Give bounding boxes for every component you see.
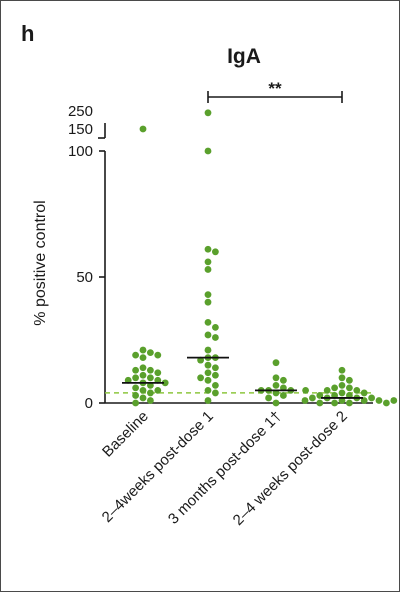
data-point	[204, 258, 212, 266]
significance-group: **	[207, 79, 343, 103]
data-point	[272, 399, 280, 407]
x-tick-label: Baseline	[99, 408, 152, 461]
data-point	[132, 399, 140, 407]
data-point	[204, 397, 212, 404]
data-point	[204, 266, 212, 273]
data-point	[139, 394, 147, 402]
data-point	[212, 364, 219, 372]
data-point	[204, 369, 212, 377]
data-point	[212, 324, 219, 331]
data-point	[154, 369, 162, 377]
data-point	[212, 248, 219, 256]
data-point	[147, 397, 154, 404]
data-point	[132, 366, 140, 374]
data-point	[346, 384, 353, 392]
data-point	[368, 394, 375, 402]
data-point	[161, 379, 169, 387]
data-point	[147, 366, 154, 374]
data-point	[139, 125, 147, 133]
data-point	[147, 349, 154, 356]
data-point	[204, 109, 212, 117]
data-point	[323, 387, 331, 394]
data-point	[147, 374, 154, 382]
data-point	[204, 331, 212, 339]
data-point	[272, 359, 280, 367]
data-point	[302, 387, 309, 394]
data-point	[204, 376, 212, 384]
data-point	[353, 387, 361, 394]
data-point	[204, 245, 212, 253]
data-point	[316, 399, 324, 407]
medians-group	[122, 356, 363, 399]
data-point	[272, 381, 280, 389]
data-point	[147, 389, 154, 397]
data-point	[212, 334, 219, 341]
data-point	[204, 346, 212, 354]
data-point	[212, 371, 219, 379]
data-point	[132, 392, 140, 399]
data-point	[132, 351, 140, 359]
data-point	[204, 291, 212, 299]
data-point	[309, 394, 316, 402]
data-point	[204, 147, 212, 155]
data-point	[338, 374, 346, 382]
chart-title: IgA	[227, 45, 261, 68]
x-tick-label: 3 months post-dose 1†	[165, 408, 285, 528]
data-point	[301, 397, 309, 404]
data-point	[139, 371, 147, 379]
data-point	[204, 387, 212, 394]
data-point	[338, 389, 346, 397]
data-point	[139, 387, 147, 394]
x-tick-label: 2–4 weeks post-dose 2	[230, 408, 351, 529]
data-point	[280, 376, 287, 384]
data-point	[338, 381, 346, 389]
y-tick-label: 100	[68, 143, 93, 160]
y-tick-label: 0	[85, 395, 93, 412]
data-point	[346, 399, 353, 407]
panel-label: h	[21, 21, 34, 46]
data-point	[154, 351, 162, 359]
data-point	[204, 361, 212, 369]
data-point	[331, 384, 338, 392]
data-point	[280, 392, 287, 399]
data-point	[331, 399, 338, 407]
data-point	[197, 374, 205, 382]
data-point	[212, 389, 219, 397]
data-point	[375, 397, 383, 404]
data-point	[139, 354, 147, 362]
data-point	[346, 376, 353, 384]
data-point	[204, 298, 212, 306]
significance-label: **	[268, 79, 282, 98]
y-tick-label: 50	[76, 269, 93, 286]
points-group	[124, 109, 398, 407]
data-point	[338, 366, 346, 374]
data-point	[212, 381, 219, 389]
data-point	[383, 399, 390, 407]
data-point	[139, 364, 147, 372]
y-tick-label: 250	[68, 103, 93, 120]
data-point	[390, 397, 398, 404]
data-point	[265, 394, 272, 402]
data-point	[139, 346, 147, 354]
data-point	[272, 374, 280, 382]
y-axis-label: % positive control	[32, 200, 49, 325]
data-point	[154, 387, 162, 394]
data-point	[132, 374, 140, 382]
data-point	[360, 389, 368, 397]
y-tick-label: 150	[68, 121, 93, 138]
x-tick-label: 2–4weeks post-dose 1	[99, 408, 217, 526]
data-point	[204, 318, 212, 326]
data-point	[132, 384, 140, 392]
